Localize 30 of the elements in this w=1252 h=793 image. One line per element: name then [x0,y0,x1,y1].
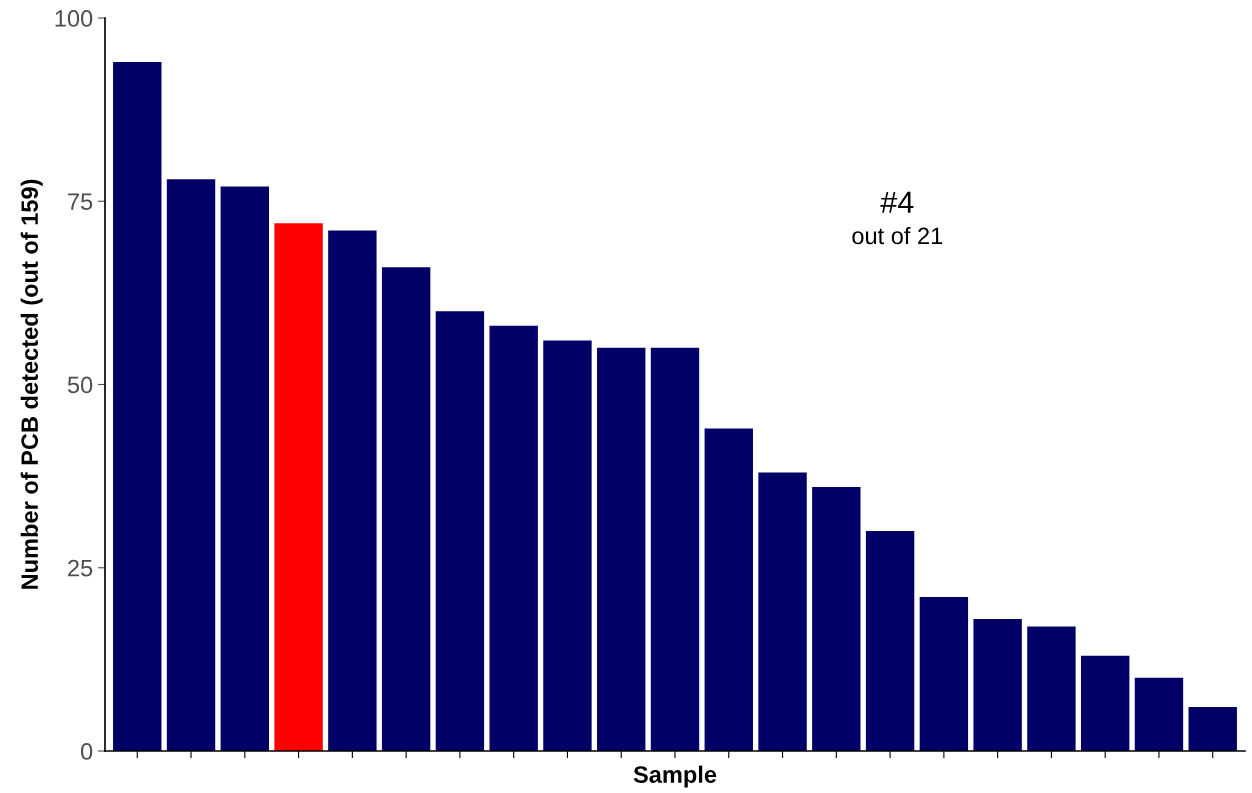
x-axis-title: Sample [633,765,717,788]
bar [597,347,646,751]
bar [865,531,915,751]
bar [919,597,969,751]
bar [220,186,270,751]
bar [704,428,753,751]
bar [274,223,323,751]
bar [543,340,592,751]
bar [489,325,538,751]
bar [758,472,807,751]
bar [650,347,700,751]
y-tick-label: 75 [68,193,93,211]
annotation: #4 [880,191,914,213]
bar [1188,707,1237,751]
bar [812,487,861,751]
y-tick-label: 0 [80,743,93,760]
y-tick-label: 100 [55,10,93,27]
y-tick-label: 25 [68,559,93,577]
bar [435,311,485,751]
bar [328,230,377,751]
bar [973,619,1022,751]
bar [1134,677,1184,751]
y-axis-title: Number of PCB detected (out of 159) [20,179,43,589]
bar [113,61,162,751]
annotation: out of 21 [852,226,943,245]
bar [381,267,431,751]
y-tick-label: 50 [67,376,93,394]
bar [1080,655,1130,751]
bar [1027,626,1076,751]
bar [166,179,216,751]
